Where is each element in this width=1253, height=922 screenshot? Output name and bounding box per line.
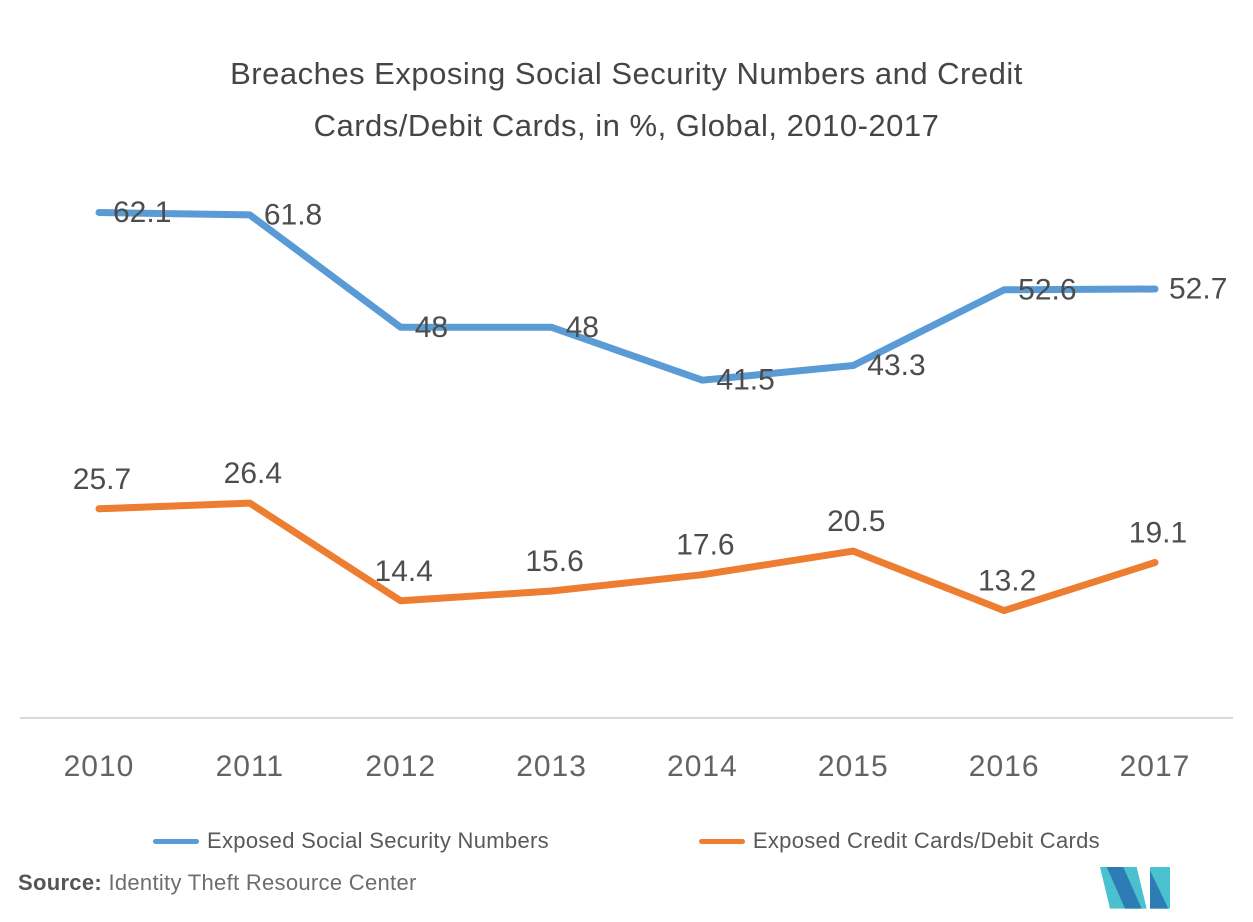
series-line-exposed-credit-cards-debit-cards — [95, 499, 1159, 615]
data-label: 41.5 — [716, 364, 774, 397]
legend-item-exposed-credit-cards: Exposed Credit Cards/Debit Cards — [698, 828, 1100, 854]
logo-blue-band — [1106, 867, 1142, 909]
x-axis-label: 2013 — [516, 750, 587, 783]
x-axis-label: 2016 — [969, 750, 1040, 783]
mordor-intelligence-logo — [1100, 867, 1170, 909]
data-label: 19.1 — [1129, 517, 1187, 550]
x-axis-label: 2014 — [667, 750, 738, 783]
legend-label: Exposed Credit Cards/Debit Cards — [752, 828, 1100, 853]
data-label: 43.3 — [867, 349, 925, 382]
data-label: 52.7 — [1169, 273, 1227, 306]
data-label: 48 — [415, 311, 448, 344]
data-label: 48 — [566, 311, 599, 344]
legend-label: Exposed Social Security Numbers — [207, 828, 549, 853]
data-label: 25.7 — [73, 463, 131, 496]
series-line-exposed-social-security-numbers — [95, 209, 1159, 384]
source-text: Identity Theft Resource Center — [108, 870, 417, 895]
x-axis-label: 2017 — [1120, 750, 1191, 783]
x-axis-label: 2015 — [818, 750, 889, 783]
legend-swatch-line-icon — [698, 838, 745, 844]
legend: Exposed Social Security Numbers Exposed … — [0, 828, 1253, 854]
data-label: 52.6 — [1018, 273, 1076, 306]
source-label: Source: — [18, 870, 103, 895]
data-label: 20.5 — [827, 505, 885, 538]
x-axis-label: 2012 — [365, 750, 436, 783]
legend-item-exposed-social-security-numbers: Exposed Social Security Numbers — [153, 828, 549, 854]
legend-swatch-line-icon — [153, 838, 200, 844]
chart-title: Breaches Exposing Social Security Number… — [0, 48, 1253, 152]
x-axis-label: 2010 — [64, 750, 135, 783]
chart-title-line1: Breaches Exposing Social Security Number… — [230, 56, 1023, 91]
data-label: 14.4 — [375, 555, 433, 588]
logo-blue-triangle — [1150, 870, 1169, 909]
data-label: 26.4 — [224, 457, 282, 490]
chart-title-line2: Cards/Debit Cards, in %, Global, 2010-20… — [313, 108, 940, 143]
source-note: Source: Identity Theft Resource Center — [18, 870, 417, 896]
data-label: 61.8 — [264, 198, 322, 231]
x-axis-label: 2011 — [216, 750, 285, 783]
data-label: 15.6 — [525, 545, 583, 578]
data-label: 13.2 — [978, 565, 1036, 598]
data-label: 17.6 — [676, 529, 734, 562]
data-label: 62.1 — [113, 196, 171, 229]
